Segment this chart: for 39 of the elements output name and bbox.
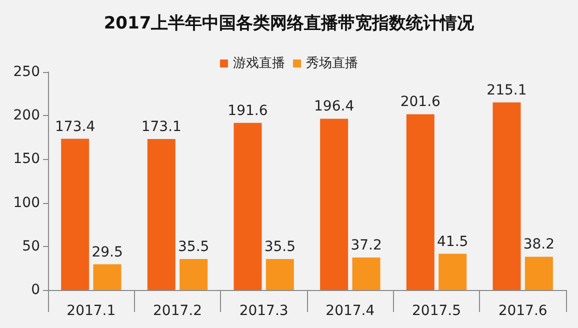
x-tick-label: 2017.5: [412, 303, 461, 319]
x-tick-label: 2017.1: [66, 303, 116, 319]
legend-label: 游戏直播: [233, 56, 285, 71]
bar: [438, 254, 467, 290]
data-label: 38.2: [523, 236, 555, 253]
bar: [180, 259, 208, 290]
data-label: 201.6: [400, 94, 441, 110]
data-label: 35.5: [178, 239, 210, 256]
bar: [61, 138, 90, 290]
x-tick-label: 2017.4: [326, 303, 375, 319]
data-label: 191.6: [228, 102, 268, 119]
bar: [524, 256, 553, 290]
data-label: 35.5: [264, 239, 296, 256]
data-label: 196.4: [314, 98, 354, 115]
y-tick-label: 150: [13, 151, 40, 168]
bar: [352, 258, 380, 290]
x-tick-label: 2017.3: [239, 303, 288, 319]
y-tick-label: 100: [13, 194, 40, 211]
bar: [266, 259, 294, 290]
bar: [234, 122, 262, 290]
x-tick-label: 2017.6: [498, 303, 548, 319]
bar: [147, 139, 176, 290]
y-tick-label: 50: [22, 238, 40, 254]
y-tick-label: 200: [13, 108, 40, 124]
bar: [492, 102, 521, 290]
bar: [320, 118, 348, 290]
x-tick-label: 2017.2: [153, 303, 202, 319]
data-label: 29.5: [92, 244, 123, 260]
data-label: 37.2: [350, 238, 382, 254]
data-label: 41.5: [437, 234, 468, 250]
y-tick-label: 250: [13, 64, 40, 80]
data-label: 173.1: [141, 119, 182, 136]
bar: [93, 264, 122, 290]
bar: [406, 114, 434, 290]
data-label: 215.1: [486, 82, 527, 98]
data-label: 173.4: [55, 118, 96, 135]
chart-title: 2017上半年中国各类网络直播带宽指数统计情况: [104, 14, 476, 34]
legend-label: 秀场直播: [306, 56, 358, 71]
y-tick-label: 0: [31, 282, 40, 298]
